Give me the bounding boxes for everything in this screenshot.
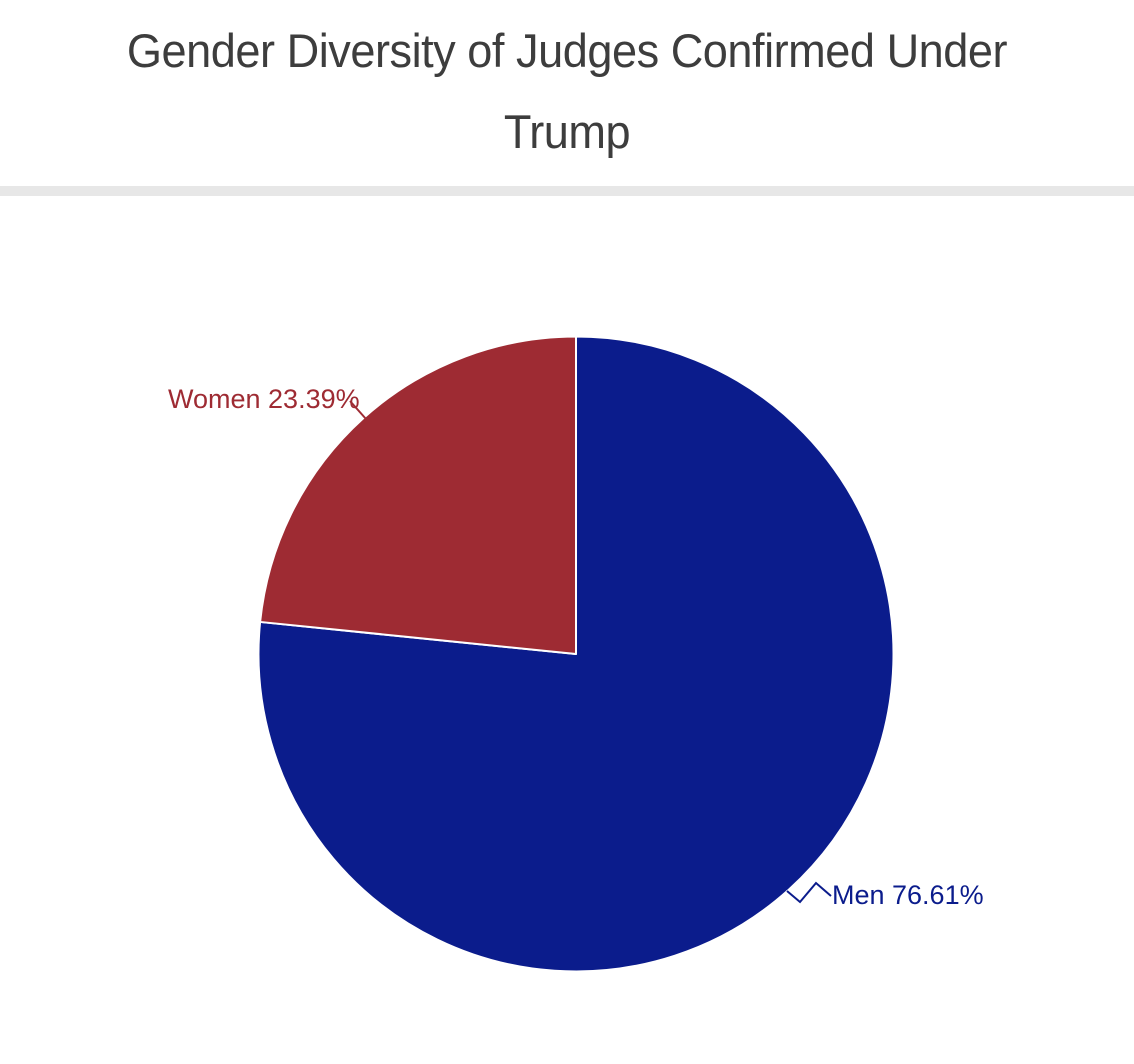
women-slice-label: Women 23.39%: [168, 384, 360, 414]
chart-title-line-2: Trump: [503, 105, 631, 158]
women-leader-line: [349, 400, 367, 420]
pie-slice-men[interactable]: [257, 335, 895, 973]
chart-title: Gender Diversity of Judges Confirmed Und…: [23, 10, 1112, 172]
chart-header: Gender Diversity of Judges Confirmed Und…: [0, 0, 1134, 172]
men-leader-line: [786, 881, 832, 904]
pie-slices: [257, 335, 895, 973]
pie-slice-women[interactable]: [259, 335, 577, 655]
header-divider: [0, 186, 1134, 196]
men-slice-label: Men 76.61%: [832, 880, 984, 910]
chart-title-line-1: Gender Diversity of Judges Confirmed Und…: [126, 24, 1008, 77]
